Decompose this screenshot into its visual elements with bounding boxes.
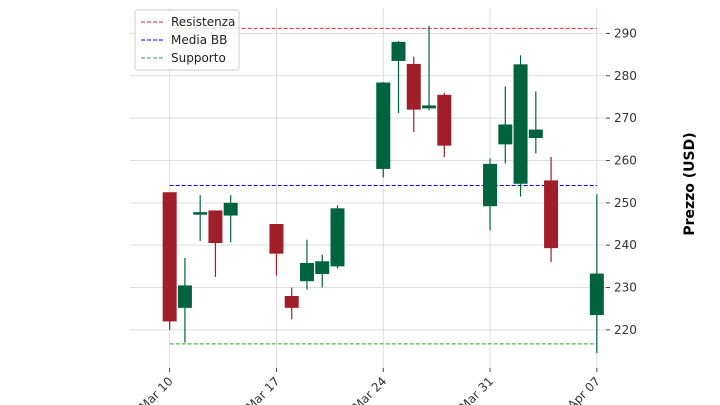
legend-box <box>134 9 240 71</box>
candle <box>528 91 543 154</box>
candle-body <box>483 163 498 207</box>
legend-label: Media BB <box>171 33 227 47</box>
candle-body <box>376 82 391 169</box>
y-axis: 220 230 240 250 260 270 280 290 <box>606 26 637 337</box>
candle-body <box>223 202 238 216</box>
candle <box>422 25 437 111</box>
candle <box>544 157 559 263</box>
legend-label: Resistenza <box>171 15 235 29</box>
candle-body <box>284 296 299 308</box>
y-tick-label: 290 <box>614 26 637 40</box>
candle <box>177 257 192 343</box>
candle-body <box>528 129 543 139</box>
candle <box>162 192 177 330</box>
candle-body <box>315 261 330 274</box>
candle-body <box>406 63 421 110</box>
candle <box>315 254 330 288</box>
candles <box>162 25 604 354</box>
candle-body <box>589 273 604 316</box>
legend: Resistenza Media BB Supporto <box>134 9 240 71</box>
candle-body <box>391 41 406 61</box>
candle <box>223 195 238 243</box>
y-tick-label: 270 <box>614 111 637 125</box>
candle-body <box>208 210 223 244</box>
candle <box>513 55 528 197</box>
candle-body <box>513 64 528 184</box>
candle <box>284 287 299 320</box>
candle-body <box>299 262 314 282</box>
y-tick-label: 280 <box>614 69 637 83</box>
candle <box>498 86 513 164</box>
legend-item: Supporto <box>141 51 226 65</box>
candle <box>299 239 314 290</box>
candle <box>208 210 223 277</box>
candle <box>483 158 498 231</box>
candle-body <box>544 180 559 249</box>
candle-body <box>422 105 437 109</box>
candle <box>391 41 406 114</box>
y-tick-label: 230 <box>614 281 637 295</box>
candle-body <box>330 208 345 267</box>
candle <box>406 56 421 133</box>
y-tick-label: 240 <box>614 238 637 252</box>
candle <box>437 92 452 158</box>
candle-body <box>269 224 284 254</box>
y-tick-label: 260 <box>614 153 637 167</box>
candle <box>330 205 345 269</box>
candle <box>193 195 208 241</box>
candle-body <box>177 285 192 308</box>
y-axis-title: Prezzo (USD) <box>682 132 698 235</box>
y-tick-label: 250 <box>614 196 637 210</box>
y-tick-label: 220 <box>614 323 637 337</box>
legend-item: Media BB <box>141 33 227 47</box>
candle <box>269 224 284 276</box>
legend-label: Supporto <box>171 51 226 65</box>
candle-body <box>193 212 208 215</box>
candle <box>589 194 604 354</box>
reference-lines <box>169 27 597 345</box>
candle-body <box>162 192 177 322</box>
candle-body <box>498 124 513 145</box>
candle-body <box>437 94 452 146</box>
candle <box>376 82 391 178</box>
legend-item: Resistenza <box>141 15 235 29</box>
